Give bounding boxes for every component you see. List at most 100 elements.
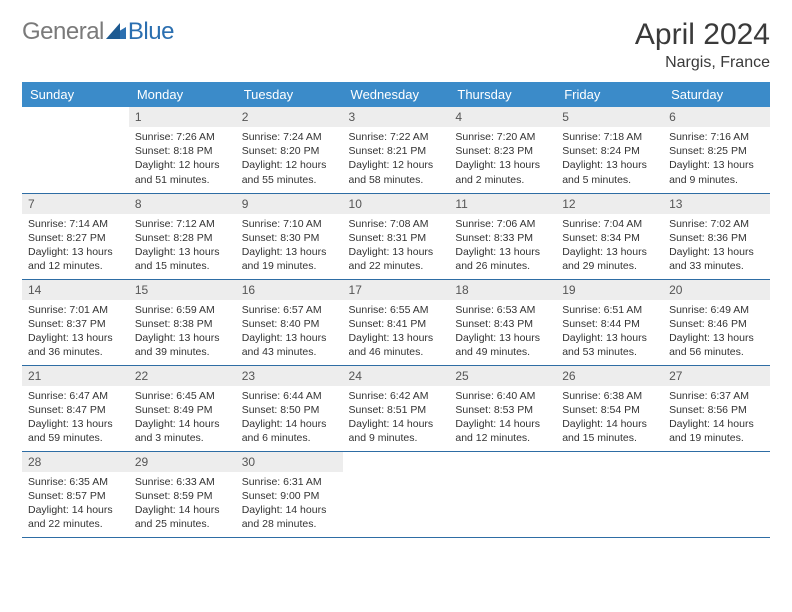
- calendar-cell: 21Sunrise: 6:47 AMSunset: 8:47 PMDayligh…: [22, 365, 129, 451]
- sunset-line: Sunset: 8:23 PM: [455, 144, 550, 158]
- calendar-cell: 27Sunrise: 6:37 AMSunset: 8:56 PMDayligh…: [663, 365, 770, 451]
- day-number: 19: [556, 280, 663, 300]
- page-title: April 2024: [635, 18, 770, 52]
- location-label: Nargis, France: [635, 54, 770, 72]
- calendar-cell: 8Sunrise: 7:12 AMSunset: 8:28 PMDaylight…: [129, 193, 236, 279]
- calendar-cell: 4Sunrise: 7:20 AMSunset: 8:23 PMDaylight…: [449, 107, 556, 193]
- calendar-cell: [22, 107, 129, 193]
- daylight-line: Daylight: 13 hours and 33 minutes.: [669, 245, 764, 273]
- daylight-line: Daylight: 12 hours and 58 minutes.: [349, 158, 444, 186]
- sunset-line: Sunset: 8:38 PM: [135, 317, 230, 331]
- calendar-cell: 17Sunrise: 6:55 AMSunset: 8:41 PMDayligh…: [343, 279, 450, 365]
- sunrise-line: Sunrise: 6:47 AM: [28, 389, 123, 403]
- day-body: Sunrise: 7:20 AMSunset: 8:23 PMDaylight:…: [449, 127, 556, 191]
- day-number: 8: [129, 194, 236, 214]
- sunset-line: Sunset: 8:27 PM: [28, 231, 123, 245]
- weekday-header-row: Sunday Monday Tuesday Wednesday Thursday…: [22, 82, 770, 107]
- day-number: 16: [236, 280, 343, 300]
- calendar-row: 7Sunrise: 7:14 AMSunset: 8:27 PMDaylight…: [22, 193, 770, 279]
- day-number: 15: [129, 280, 236, 300]
- weekday-header: Thursday: [449, 82, 556, 107]
- sunset-line: Sunset: 8:18 PM: [135, 144, 230, 158]
- daylight-line: Daylight: 14 hours and 22 minutes.: [28, 503, 123, 531]
- calendar-cell: 20Sunrise: 6:49 AMSunset: 8:46 PMDayligh…: [663, 279, 770, 365]
- day-body: Sunrise: 7:22 AMSunset: 8:21 PMDaylight:…: [343, 127, 450, 191]
- logo: GeneralBlue: [22, 18, 174, 46]
- day-number: 27: [663, 366, 770, 386]
- day-body: Sunrise: 7:10 AMSunset: 8:30 PMDaylight:…: [236, 214, 343, 278]
- calendar-cell: 24Sunrise: 6:42 AMSunset: 8:51 PMDayligh…: [343, 365, 450, 451]
- day-body: Sunrise: 7:26 AMSunset: 8:18 PMDaylight:…: [129, 127, 236, 191]
- weekday-header: Sunday: [22, 82, 129, 107]
- daylight-line: Daylight: 14 hours and 28 minutes.: [242, 503, 337, 531]
- day-number: 17: [343, 280, 450, 300]
- sunset-line: Sunset: 8:46 PM: [669, 317, 764, 331]
- daylight-line: Daylight: 13 hours and 36 minutes.: [28, 331, 123, 359]
- calendar-cell: 25Sunrise: 6:40 AMSunset: 8:53 PMDayligh…: [449, 365, 556, 451]
- calendar-cell: 28Sunrise: 6:35 AMSunset: 8:57 PMDayligh…: [22, 451, 129, 537]
- day-body: Sunrise: 6:40 AMSunset: 8:53 PMDaylight:…: [449, 386, 556, 450]
- sunset-line: Sunset: 8:54 PM: [562, 403, 657, 417]
- day-number: 11: [449, 194, 556, 214]
- daylight-line: Daylight: 13 hours and 39 minutes.: [135, 331, 230, 359]
- calendar-cell: 13Sunrise: 7:02 AMSunset: 8:36 PMDayligh…: [663, 193, 770, 279]
- day-body: Sunrise: 6:35 AMSunset: 8:57 PMDaylight:…: [22, 472, 129, 536]
- calendar-table: Sunday Monday Tuesday Wednesday Thursday…: [22, 82, 770, 538]
- sunrise-line: Sunrise: 6:51 AM: [562, 303, 657, 317]
- sunrise-line: Sunrise: 7:14 AM: [28, 217, 123, 231]
- day-body: Sunrise: 6:44 AMSunset: 8:50 PMDaylight:…: [236, 386, 343, 450]
- sunrise-line: Sunrise: 7:08 AM: [349, 217, 444, 231]
- sunset-line: Sunset: 8:30 PM: [242, 231, 337, 245]
- sunrise-line: Sunrise: 6:44 AM: [242, 389, 337, 403]
- day-number: 6: [663, 107, 770, 127]
- calendar-cell: 11Sunrise: 7:06 AMSunset: 8:33 PMDayligh…: [449, 193, 556, 279]
- daylight-line: Daylight: 14 hours and 15 minutes.: [562, 417, 657, 445]
- sunset-line: Sunset: 8:36 PM: [669, 231, 764, 245]
- day-number: 5: [556, 107, 663, 127]
- daylight-line: Daylight: 12 hours and 51 minutes.: [135, 158, 230, 186]
- calendar-cell: 9Sunrise: 7:10 AMSunset: 8:30 PMDaylight…: [236, 193, 343, 279]
- sunset-line: Sunset: 8:31 PM: [349, 231, 444, 245]
- day-number: 22: [129, 366, 236, 386]
- sunrise-line: Sunrise: 6:57 AM: [242, 303, 337, 317]
- day-body: Sunrise: 6:53 AMSunset: 8:43 PMDaylight:…: [449, 300, 556, 364]
- day-body: Sunrise: 6:38 AMSunset: 8:54 PMDaylight:…: [556, 386, 663, 450]
- calendar-cell: 16Sunrise: 6:57 AMSunset: 8:40 PMDayligh…: [236, 279, 343, 365]
- day-number: 26: [556, 366, 663, 386]
- sunrise-line: Sunrise: 7:24 AM: [242, 130, 337, 144]
- calendar-cell: 2Sunrise: 7:24 AMSunset: 8:20 PMDaylight…: [236, 107, 343, 193]
- sunset-line: Sunset: 8:33 PM: [455, 231, 550, 245]
- daylight-line: Daylight: 12 hours and 55 minutes.: [242, 158, 337, 186]
- sunset-line: Sunset: 8:47 PM: [28, 403, 123, 417]
- day-body: Sunrise: 7:04 AMSunset: 8:34 PMDaylight:…: [556, 214, 663, 278]
- weekday-header: Friday: [556, 82, 663, 107]
- sunset-line: Sunset: 8:50 PM: [242, 403, 337, 417]
- day-body: Sunrise: 6:49 AMSunset: 8:46 PMDaylight:…: [663, 300, 770, 364]
- daylight-line: Daylight: 14 hours and 9 minutes.: [349, 417, 444, 445]
- daylight-line: Daylight: 13 hours and 5 minutes.: [562, 158, 657, 186]
- day-body: Sunrise: 6:31 AMSunset: 9:00 PMDaylight:…: [236, 472, 343, 536]
- sunrise-line: Sunrise: 7:06 AM: [455, 217, 550, 231]
- calendar-cell: 12Sunrise: 7:04 AMSunset: 8:34 PMDayligh…: [556, 193, 663, 279]
- day-number: 30: [236, 452, 343, 472]
- sunrise-line: Sunrise: 7:01 AM: [28, 303, 123, 317]
- daylight-line: Daylight: 14 hours and 6 minutes.: [242, 417, 337, 445]
- sunrise-line: Sunrise: 7:02 AM: [669, 217, 764, 231]
- calendar-row: 14Sunrise: 7:01 AMSunset: 8:37 PMDayligh…: [22, 279, 770, 365]
- daylight-line: Daylight: 13 hours and 15 minutes.: [135, 245, 230, 273]
- calendar-cell: 19Sunrise: 6:51 AMSunset: 8:44 PMDayligh…: [556, 279, 663, 365]
- day-body: Sunrise: 6:47 AMSunset: 8:47 PMDaylight:…: [22, 386, 129, 450]
- logo-part1: General: [22, 18, 104, 45]
- day-number: 18: [449, 280, 556, 300]
- day-number: 12: [556, 194, 663, 214]
- calendar-cell: 6Sunrise: 7:16 AMSunset: 8:25 PMDaylight…: [663, 107, 770, 193]
- calendar-cell: 1Sunrise: 7:26 AMSunset: 8:18 PMDaylight…: [129, 107, 236, 193]
- daylight-line: Daylight: 14 hours and 3 minutes.: [135, 417, 230, 445]
- sunrise-line: Sunrise: 6:37 AM: [669, 389, 764, 403]
- page-header: GeneralBlue April 2024 Nargis, France: [22, 18, 770, 72]
- day-body: Sunrise: 7:06 AMSunset: 8:33 PMDaylight:…: [449, 214, 556, 278]
- day-body: Sunrise: 6:45 AMSunset: 8:49 PMDaylight:…: [129, 386, 236, 450]
- day-number: 24: [343, 366, 450, 386]
- sunset-line: Sunset: 8:43 PM: [455, 317, 550, 331]
- calendar-cell: 26Sunrise: 6:38 AMSunset: 8:54 PMDayligh…: [556, 365, 663, 451]
